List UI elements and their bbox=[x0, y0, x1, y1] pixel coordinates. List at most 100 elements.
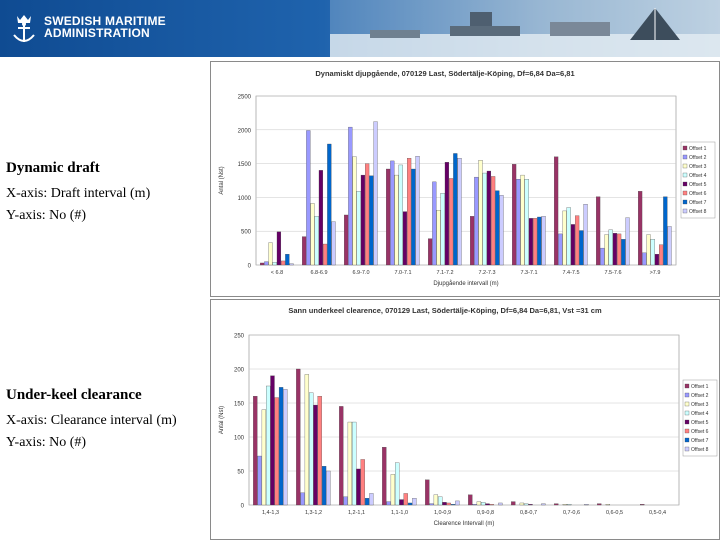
bar-offset-8 bbox=[289, 263, 294, 266]
legend-label: Offset 7 bbox=[691, 438, 709, 444]
bar-offset-7 bbox=[621, 239, 626, 266]
bar-offset-6 bbox=[491, 176, 496, 266]
bar-offset-4 bbox=[314, 216, 319, 266]
bar-offset-7 bbox=[321, 466, 327, 506]
bar-offset-3 bbox=[604, 234, 609, 266]
header-banner: SWEDISH MARITIME ADMINISTRATION bbox=[0, 0, 720, 57]
bar-offset-3 bbox=[261, 409, 267, 506]
bar-offset-8 bbox=[457, 158, 462, 266]
bar-offset-4 bbox=[272, 262, 277, 266]
x-tick-label: 7.5-7.6 bbox=[604, 270, 621, 276]
legend-swatch bbox=[682, 208, 688, 214]
bar-offset-8 bbox=[583, 204, 588, 266]
legend-swatch bbox=[682, 172, 688, 178]
legend-label: Offset 6 bbox=[691, 429, 709, 435]
legend-swatch bbox=[684, 437, 690, 443]
bar-offset-6 bbox=[317, 396, 322, 506]
bar-offset-4 bbox=[309, 392, 314, 506]
bar-offset-6 bbox=[360, 459, 365, 506]
bar-offset-4 bbox=[398, 164, 403, 266]
legend-swatch bbox=[684, 383, 690, 389]
bar-offset-6 bbox=[281, 260, 286, 266]
bar-offset-3 bbox=[394, 174, 399, 266]
bar-offset-3 bbox=[562, 504, 568, 506]
bar-offset-2 bbox=[306, 130, 311, 266]
bar-offset-4 bbox=[438, 496, 443, 506]
legend-label: Offset 1 bbox=[689, 146, 707, 152]
y-axis-label: Antal (Nst) bbox=[219, 166, 225, 194]
bar-offset-2 bbox=[642, 252, 647, 266]
legend-label: Offset 8 bbox=[689, 209, 707, 215]
y-tick-label: 1000 bbox=[238, 196, 252, 202]
under-keel-clearance-chart: Sann underkeel clearence, 070129 Last, S… bbox=[210, 299, 720, 540]
bar-offset-1 bbox=[554, 156, 559, 266]
x-axis-label: Clearence Intervall (m) bbox=[434, 521, 495, 527]
bar-offset-7 bbox=[285, 254, 290, 266]
x-tick-label: 1,4-1,3 bbox=[262, 510, 279, 516]
legend-swatch bbox=[684, 419, 690, 425]
ukc-caption-xaxis: X-axis: Clearance interval (m) bbox=[6, 413, 177, 428]
dynamic-draft-chart: Dynamiskt djupgående, 070129 Last, Söder… bbox=[210, 61, 720, 297]
bar-offset-7 bbox=[495, 190, 500, 266]
legend-label: Offset 4 bbox=[691, 411, 709, 417]
legend-label: Offset 2 bbox=[689, 155, 707, 161]
legend-label: Offset 3 bbox=[691, 402, 709, 408]
org-line-2: ADMINISTRATION bbox=[44, 26, 150, 40]
bar-offset-1 bbox=[468, 494, 473, 506]
bar-offset-3 bbox=[352, 156, 357, 266]
x-tick-label: 6.9-7.0 bbox=[352, 270, 369, 276]
bar-offset-5 bbox=[612, 233, 618, 266]
dynamic-draft-caption-xaxis: X-axis: Draft interval (m) bbox=[6, 186, 151, 201]
bar-offset-4 bbox=[395, 462, 400, 506]
bar-offset-4 bbox=[356, 191, 361, 266]
x-tick-label: 0,5-0,4 bbox=[649, 510, 666, 516]
bar-offset-3 bbox=[436, 210, 441, 266]
bar-offset-4 bbox=[266, 385, 271, 506]
bar-offset-7 bbox=[278, 387, 284, 506]
x-tick-label: 7.1-7.2 bbox=[436, 270, 453, 276]
bar-offset-7 bbox=[537, 216, 542, 266]
bar-offset-4 bbox=[482, 172, 487, 266]
bar-offset-3 bbox=[520, 174, 525, 266]
y-tick-label: 0 bbox=[241, 504, 245, 510]
bar-offset-5 bbox=[485, 503, 490, 506]
bar-offset-1 bbox=[470, 216, 475, 266]
bar-offset-8 bbox=[369, 493, 374, 506]
bar-offset-8 bbox=[415, 156, 420, 266]
bar-offset-8 bbox=[331, 221, 336, 266]
ukc-caption-title: Under-keel clearance bbox=[6, 387, 142, 403]
legend: Offset 1 Offset 2 Offset 3 Offset 4 Offset 5… bbox=[680, 141, 716, 219]
bar-offset-2 bbox=[343, 496, 348, 506]
bar-offset-2 bbox=[386, 501, 391, 506]
bar-offset-5 bbox=[276, 231, 282, 266]
legend-swatch bbox=[682, 199, 688, 205]
bar-offset-8 bbox=[455, 500, 460, 506]
legend-label: Offset 5 bbox=[689, 182, 707, 188]
ship-photo bbox=[330, 0, 720, 57]
bar-offset-1 bbox=[638, 191, 643, 266]
bar-offset-1 bbox=[302, 236, 307, 266]
y-tick-label: 1500 bbox=[238, 162, 252, 168]
bar-offset-7 bbox=[579, 230, 584, 266]
legend-swatch bbox=[682, 154, 688, 160]
legend-swatch bbox=[684, 410, 690, 416]
dynamic-draft-caption-title: Dynamic draft bbox=[6, 160, 100, 176]
legend-label: Offset 5 bbox=[691, 420, 709, 426]
legend-label: Offset 3 bbox=[689, 164, 707, 170]
bar-offset-6 bbox=[659, 244, 664, 266]
legend-label: Offset 1 bbox=[691, 384, 709, 390]
bar-offset-3 bbox=[476, 501, 482, 506]
bar-offset-8 bbox=[625, 217, 630, 266]
bar-offset-3 bbox=[347, 421, 353, 506]
bar-offset-2 bbox=[390, 160, 395, 266]
bar-offset-1 bbox=[344, 214, 349, 266]
legend-swatch bbox=[682, 190, 688, 196]
bar-offset-4 bbox=[524, 503, 529, 506]
y-tick-label: 50 bbox=[237, 470, 244, 476]
bar-offset-5 bbox=[486, 170, 492, 266]
y-tick-label: 0 bbox=[248, 264, 252, 270]
bar-offset-8 bbox=[541, 216, 546, 266]
bar-offset-1 bbox=[296, 368, 301, 506]
dynamic-draft-caption-yaxis: Y-axis: No (#) bbox=[6, 208, 87, 223]
x-tick-label: 0,6-0,5 bbox=[606, 510, 623, 516]
